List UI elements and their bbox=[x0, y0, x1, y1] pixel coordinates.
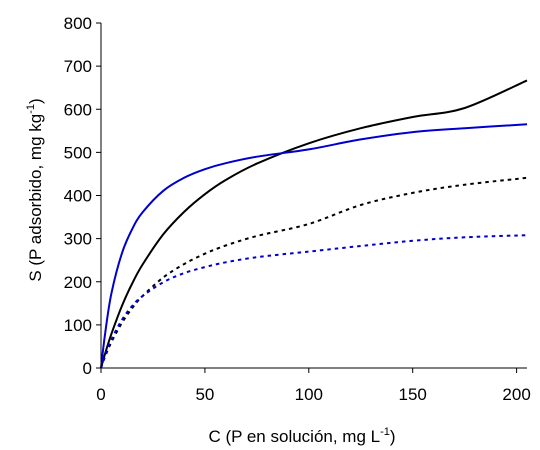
x-tick-label: 200 bbox=[502, 385, 530, 404]
y-tick-label: 500 bbox=[64, 143, 92, 162]
series-line-1 bbox=[100, 79, 528, 369]
y-tick-label: 600 bbox=[64, 100, 92, 119]
y-tick-label: 200 bbox=[64, 273, 92, 292]
series-line-3 bbox=[100, 176, 528, 369]
y-tick-label: 700 bbox=[64, 57, 92, 76]
y-tick-label: 0 bbox=[83, 359, 92, 378]
x-tick-label: 0 bbox=[96, 385, 105, 404]
x-axis-title: C (P en solución, mg L-1) bbox=[208, 426, 395, 446]
plot-lines bbox=[100, 79, 528, 369]
axes: 0 100 200 300 400 500 600 700 800 0 50 100 150 200 bbox=[64, 14, 531, 404]
series-line-4 bbox=[100, 234, 528, 369]
y-tick-label: 300 bbox=[64, 230, 92, 249]
y-tick-label: 100 bbox=[64, 316, 92, 335]
x-tick-label: 100 bbox=[295, 385, 323, 404]
y-tick-label: 800 bbox=[64, 14, 92, 33]
x-tick-label: 50 bbox=[195, 385, 214, 404]
y-tick-label: 400 bbox=[64, 187, 92, 206]
y-axis-title: S (P adsorbido, mg kg-1) bbox=[25, 98, 45, 281]
x-tick-label: 150 bbox=[399, 385, 427, 404]
series-line-2 bbox=[100, 123, 528, 369]
